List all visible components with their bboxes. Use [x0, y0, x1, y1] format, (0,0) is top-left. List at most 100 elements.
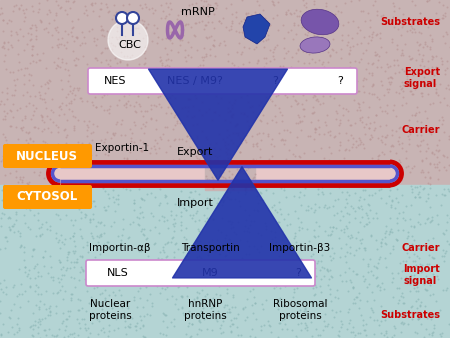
Point — [370, 91, 378, 96]
Point — [163, 95, 171, 100]
Point — [410, 237, 418, 243]
Point — [367, 38, 374, 43]
Point — [148, 116, 155, 121]
Point — [205, 185, 212, 191]
Point — [331, 133, 338, 139]
Point — [94, 163, 101, 168]
Point — [68, 108, 76, 114]
Point — [8, 223, 15, 228]
Point — [338, 227, 345, 233]
Point — [312, 126, 319, 132]
Point — [362, 47, 369, 53]
Point — [428, 56, 436, 62]
Point — [28, 46, 36, 51]
Point — [281, 45, 288, 51]
Point — [160, 245, 167, 250]
Point — [121, 41, 128, 46]
Point — [142, 334, 149, 338]
Point — [195, 327, 203, 332]
Point — [368, 268, 375, 273]
Point — [328, 29, 335, 35]
Point — [74, 139, 81, 144]
Point — [6, 315, 14, 320]
Point — [57, 77, 64, 82]
Point — [325, 157, 333, 162]
Point — [138, 196, 145, 202]
Point — [346, 307, 353, 312]
Point — [40, 263, 48, 268]
Point — [21, 65, 28, 70]
Point — [400, 95, 407, 100]
Point — [54, 3, 62, 8]
Point — [87, 294, 94, 299]
Point — [9, 101, 17, 106]
Point — [358, 214, 365, 220]
Point — [216, 251, 223, 257]
Point — [416, 302, 423, 308]
Point — [418, 56, 425, 62]
Point — [439, 247, 446, 253]
Point — [257, 169, 265, 174]
Point — [375, 257, 382, 262]
Point — [254, 143, 261, 149]
Point — [121, 75, 128, 80]
Point — [332, 225, 339, 231]
Point — [413, 284, 420, 289]
Point — [95, 318, 103, 323]
Point — [337, 55, 344, 61]
Point — [279, 304, 286, 309]
Point — [340, 230, 347, 235]
Point — [102, 189, 109, 194]
Point — [126, 14, 134, 19]
Point — [246, 258, 253, 263]
Point — [79, 268, 86, 274]
Point — [420, 137, 427, 142]
Point — [352, 248, 359, 253]
Point — [87, 231, 94, 236]
Point — [141, 232, 148, 238]
Point — [97, 163, 104, 169]
Point — [178, 304, 185, 310]
Point — [335, 328, 342, 333]
Point — [397, 321, 405, 326]
Point — [294, 120, 302, 126]
Point — [153, 126, 160, 132]
Point — [224, 105, 231, 111]
Point — [49, 332, 56, 337]
Point — [119, 17, 126, 22]
Point — [86, 118, 93, 123]
Point — [357, 115, 364, 121]
Point — [29, 22, 36, 27]
Point — [24, 225, 32, 230]
Point — [239, 61, 247, 67]
Point — [164, 51, 171, 56]
Point — [54, 158, 62, 164]
Point — [135, 74, 143, 79]
Point — [274, 334, 282, 338]
Point — [115, 71, 122, 77]
Point — [45, 80, 52, 86]
Point — [246, 45, 253, 50]
Point — [177, 228, 184, 233]
Point — [268, 153, 275, 159]
Point — [366, 202, 373, 208]
Point — [245, 59, 252, 65]
Point — [310, 80, 317, 86]
Point — [240, 24, 248, 30]
Point — [371, 190, 378, 195]
Wedge shape — [390, 162, 401, 185]
Point — [152, 117, 159, 122]
Point — [249, 66, 256, 72]
Point — [276, 206, 284, 212]
Point — [132, 25, 139, 31]
Point — [299, 75, 306, 81]
Point — [290, 194, 297, 199]
Point — [70, 335, 77, 338]
Point — [154, 34, 162, 40]
Point — [303, 163, 310, 169]
Point — [105, 8, 112, 14]
Point — [60, 42, 68, 48]
Point — [234, 177, 241, 182]
Point — [336, 147, 343, 152]
Point — [61, 202, 68, 207]
